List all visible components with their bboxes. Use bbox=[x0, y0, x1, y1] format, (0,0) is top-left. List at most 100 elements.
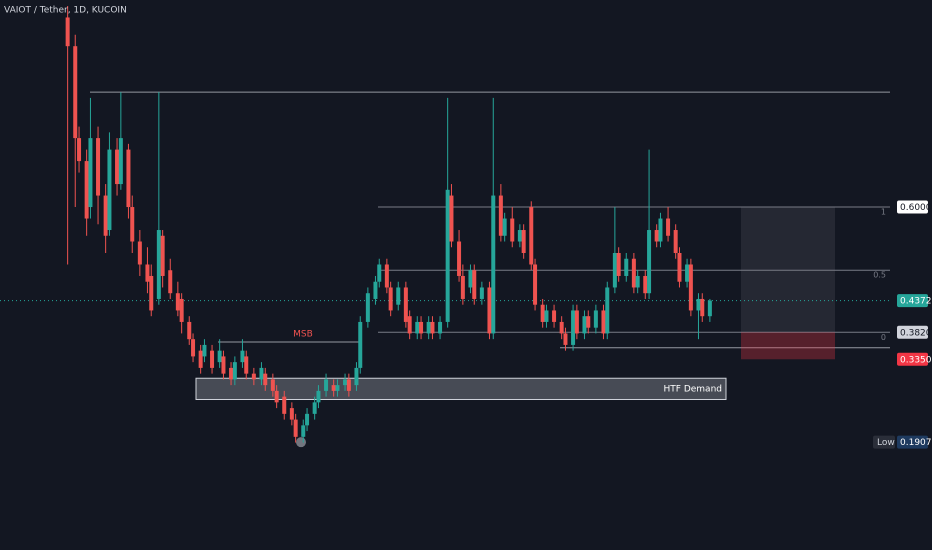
fib-label: 0 bbox=[881, 333, 886, 342]
candle-body bbox=[251, 373, 256, 380]
candle-body bbox=[145, 264, 150, 282]
price-badge-label: 0.4372 bbox=[900, 297, 932, 307]
candle-body bbox=[707, 300, 712, 317]
price-badge-label: 0.3820 bbox=[900, 328, 932, 338]
candle-body bbox=[540, 304, 545, 322]
candle-body bbox=[137, 241, 142, 265]
candle-body bbox=[301, 425, 306, 437]
candle-body bbox=[517, 230, 522, 242]
candle-body bbox=[305, 413, 310, 426]
candle-body bbox=[487, 287, 492, 334]
candle-body bbox=[270, 379, 275, 391]
candle-body bbox=[396, 287, 401, 305]
candle-body bbox=[293, 419, 298, 437]
candle-body bbox=[103, 195, 108, 236]
candle-body bbox=[635, 275, 640, 288]
candle-body bbox=[574, 310, 579, 334]
msb-label: MSB bbox=[293, 330, 313, 340]
candle-body bbox=[586, 316, 591, 328]
position-stop bbox=[741, 332, 835, 360]
price-badge-label: 0.3350 bbox=[900, 355, 932, 365]
candle-body bbox=[688, 264, 693, 311]
candle-body bbox=[673, 230, 678, 253]
candle-body bbox=[472, 270, 477, 299]
low-badge-name bbox=[873, 435, 895, 449]
fib-label: 0.5 bbox=[873, 271, 886, 280]
candle-body bbox=[582, 316, 587, 334]
candle-body bbox=[187, 321, 192, 340]
candle-body bbox=[449, 195, 454, 242]
candle-body bbox=[685, 264, 690, 282]
fib-label: 1 bbox=[881, 208, 886, 217]
candle-body bbox=[149, 275, 154, 311]
candle-body bbox=[677, 252, 682, 282]
candle-body bbox=[571, 310, 576, 345]
candle-body bbox=[479, 287, 484, 299]
candle-body bbox=[107, 149, 112, 231]
low-marker bbox=[296, 437, 306, 448]
candle-body bbox=[115, 149, 120, 185]
candle-body bbox=[563, 333, 568, 345]
price-badge-label: 0.6000 bbox=[900, 203, 932, 213]
candle-body bbox=[126, 149, 131, 208]
candle-body bbox=[331, 385, 336, 391]
candle-body bbox=[289, 408, 294, 420]
candle-body bbox=[593, 310, 598, 328]
candle-body bbox=[529, 207, 534, 265]
candle-body bbox=[263, 373, 268, 386]
candle-body bbox=[419, 321, 424, 334]
candle-body bbox=[384, 264, 389, 288]
price-badge bbox=[897, 325, 928, 339]
candle-body bbox=[426, 321, 431, 334]
price-badge bbox=[897, 200, 928, 214]
candle-body bbox=[631, 258, 636, 288]
price-badge bbox=[897, 352, 928, 366]
candle-body bbox=[202, 344, 207, 357]
candle-body bbox=[460, 275, 465, 299]
candle-body bbox=[510, 218, 515, 242]
candle-body bbox=[73, 46, 78, 139]
candle-body bbox=[282, 396, 287, 414]
candle-body bbox=[643, 275, 648, 294]
candle-body bbox=[457, 241, 462, 276]
candle-body bbox=[533, 264, 538, 305]
candle-body bbox=[96, 138, 101, 196]
candle-body bbox=[498, 195, 503, 236]
candle-body bbox=[210, 350, 215, 368]
candle-body bbox=[415, 321, 420, 334]
candle-body bbox=[430, 321, 435, 334]
candle-body bbox=[335, 385, 340, 391]
candle-body bbox=[229, 367, 234, 380]
candle-body bbox=[118, 138, 123, 185]
candle-body bbox=[502, 218, 507, 236]
candle-body bbox=[168, 270, 173, 294]
candle-body bbox=[130, 207, 135, 242]
position-target bbox=[741, 207, 835, 333]
demand-zone bbox=[195, 377, 727, 400]
candle-body bbox=[601, 310, 606, 334]
candle-body bbox=[491, 195, 496, 334]
candle-body bbox=[658, 218, 663, 242]
candle-body bbox=[612, 252, 617, 288]
candle-body bbox=[559, 321, 564, 334]
candle-body bbox=[274, 390, 279, 403]
candle-body bbox=[605, 287, 610, 334]
candle-body bbox=[365, 293, 370, 322]
candle-body bbox=[647, 230, 652, 294]
candle-body bbox=[259, 367, 264, 380]
candle-body bbox=[438, 321, 443, 334]
candle-body bbox=[696, 298, 701, 311]
candle-body bbox=[666, 218, 671, 236]
candle-body bbox=[88, 138, 93, 208]
candle-body bbox=[191, 339, 196, 357]
candle-body bbox=[354, 367, 359, 386]
candle-body bbox=[312, 402, 317, 414]
candle-body bbox=[221, 356, 226, 374]
candle-body bbox=[388, 287, 393, 311]
candle-body bbox=[156, 230, 161, 299]
low-badge bbox=[897, 435, 928, 449]
candle-body bbox=[343, 379, 348, 386]
candle-body bbox=[403, 287, 408, 322]
candle-body bbox=[84, 161, 89, 219]
chart-title: VAIOT / Tether, 1D, KUCOIN bbox=[4, 6, 127, 16]
